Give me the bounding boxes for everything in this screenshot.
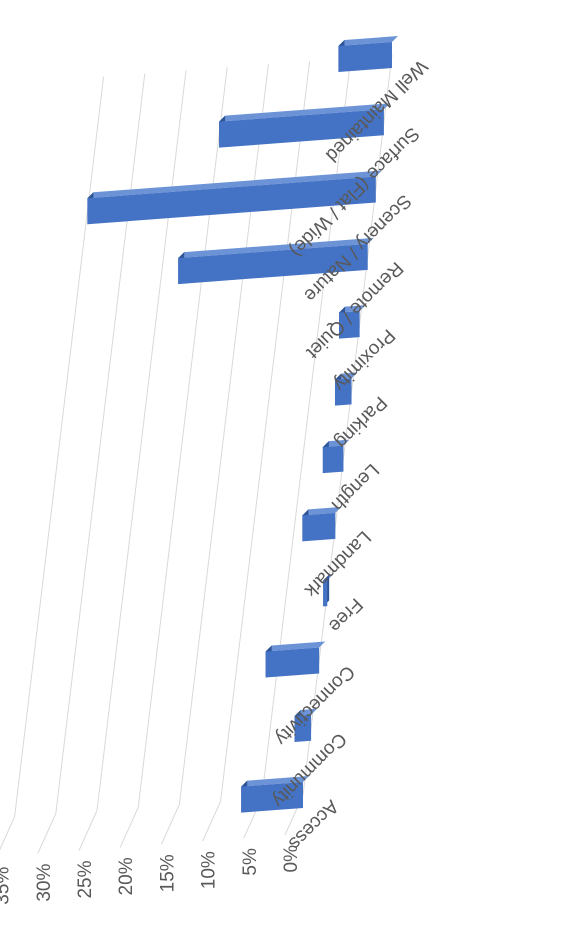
gridline xyxy=(96,70,187,811)
bar xyxy=(265,641,326,678)
bar xyxy=(335,372,358,406)
y-tick-label: 30% xyxy=(34,863,55,901)
y-tick-label: 0% xyxy=(281,845,302,873)
y-tick-label: 15% xyxy=(157,854,178,892)
bar-top-face xyxy=(302,506,342,516)
bar xyxy=(323,574,334,607)
bar-top-face xyxy=(338,36,398,47)
bar-front-face xyxy=(323,580,328,607)
category-label: Free xyxy=(324,594,366,636)
gridline-floor xyxy=(202,800,222,842)
bar xyxy=(302,506,342,542)
y-tick-label: 35% xyxy=(0,867,14,905)
bar-top-face xyxy=(241,776,309,787)
bar-front-face xyxy=(338,42,392,73)
y-tick-labels: 0% 5% 10% 15% 20% 25% 30% 35% xyxy=(0,845,302,905)
bar-top-face xyxy=(87,170,382,199)
bar xyxy=(241,776,309,813)
bar-top-face xyxy=(265,641,326,652)
y-tick-label: 25% xyxy=(75,860,96,898)
bar xyxy=(87,170,382,225)
bar-top-face xyxy=(322,439,350,448)
gridline-floor xyxy=(37,813,57,854)
bar xyxy=(294,708,318,742)
bar xyxy=(339,305,366,339)
gridline-floor xyxy=(119,807,139,848)
bar-front-face xyxy=(265,647,320,678)
bar-front-face xyxy=(339,311,360,339)
gridline-floor xyxy=(78,810,98,851)
gridline xyxy=(178,64,269,805)
bar-top-face xyxy=(339,305,366,313)
bar xyxy=(322,439,350,474)
bar xyxy=(338,36,398,73)
bar-front-face xyxy=(241,782,303,813)
bar-front-face xyxy=(87,176,376,225)
bar-front-face xyxy=(322,445,344,474)
gridline xyxy=(220,61,311,802)
gridline-floor xyxy=(0,816,16,851)
bar xyxy=(178,237,374,285)
y-tick-label: 20% xyxy=(116,857,137,895)
bars xyxy=(87,36,398,813)
gridline xyxy=(55,73,146,814)
bar xyxy=(219,103,390,148)
bar-top-face xyxy=(178,237,374,259)
bar-front-face xyxy=(294,714,312,742)
y-tick-label: 10% xyxy=(199,851,220,889)
y-tick-label: 5% xyxy=(240,848,261,876)
bar-front-face xyxy=(178,243,368,285)
bar-front-face xyxy=(335,378,352,406)
bar-front-face xyxy=(219,109,384,148)
gridline xyxy=(14,76,105,817)
bar-front-face xyxy=(302,512,336,542)
gridline xyxy=(137,67,228,808)
bar-top-face xyxy=(219,103,390,122)
gridline-floor xyxy=(160,804,180,845)
